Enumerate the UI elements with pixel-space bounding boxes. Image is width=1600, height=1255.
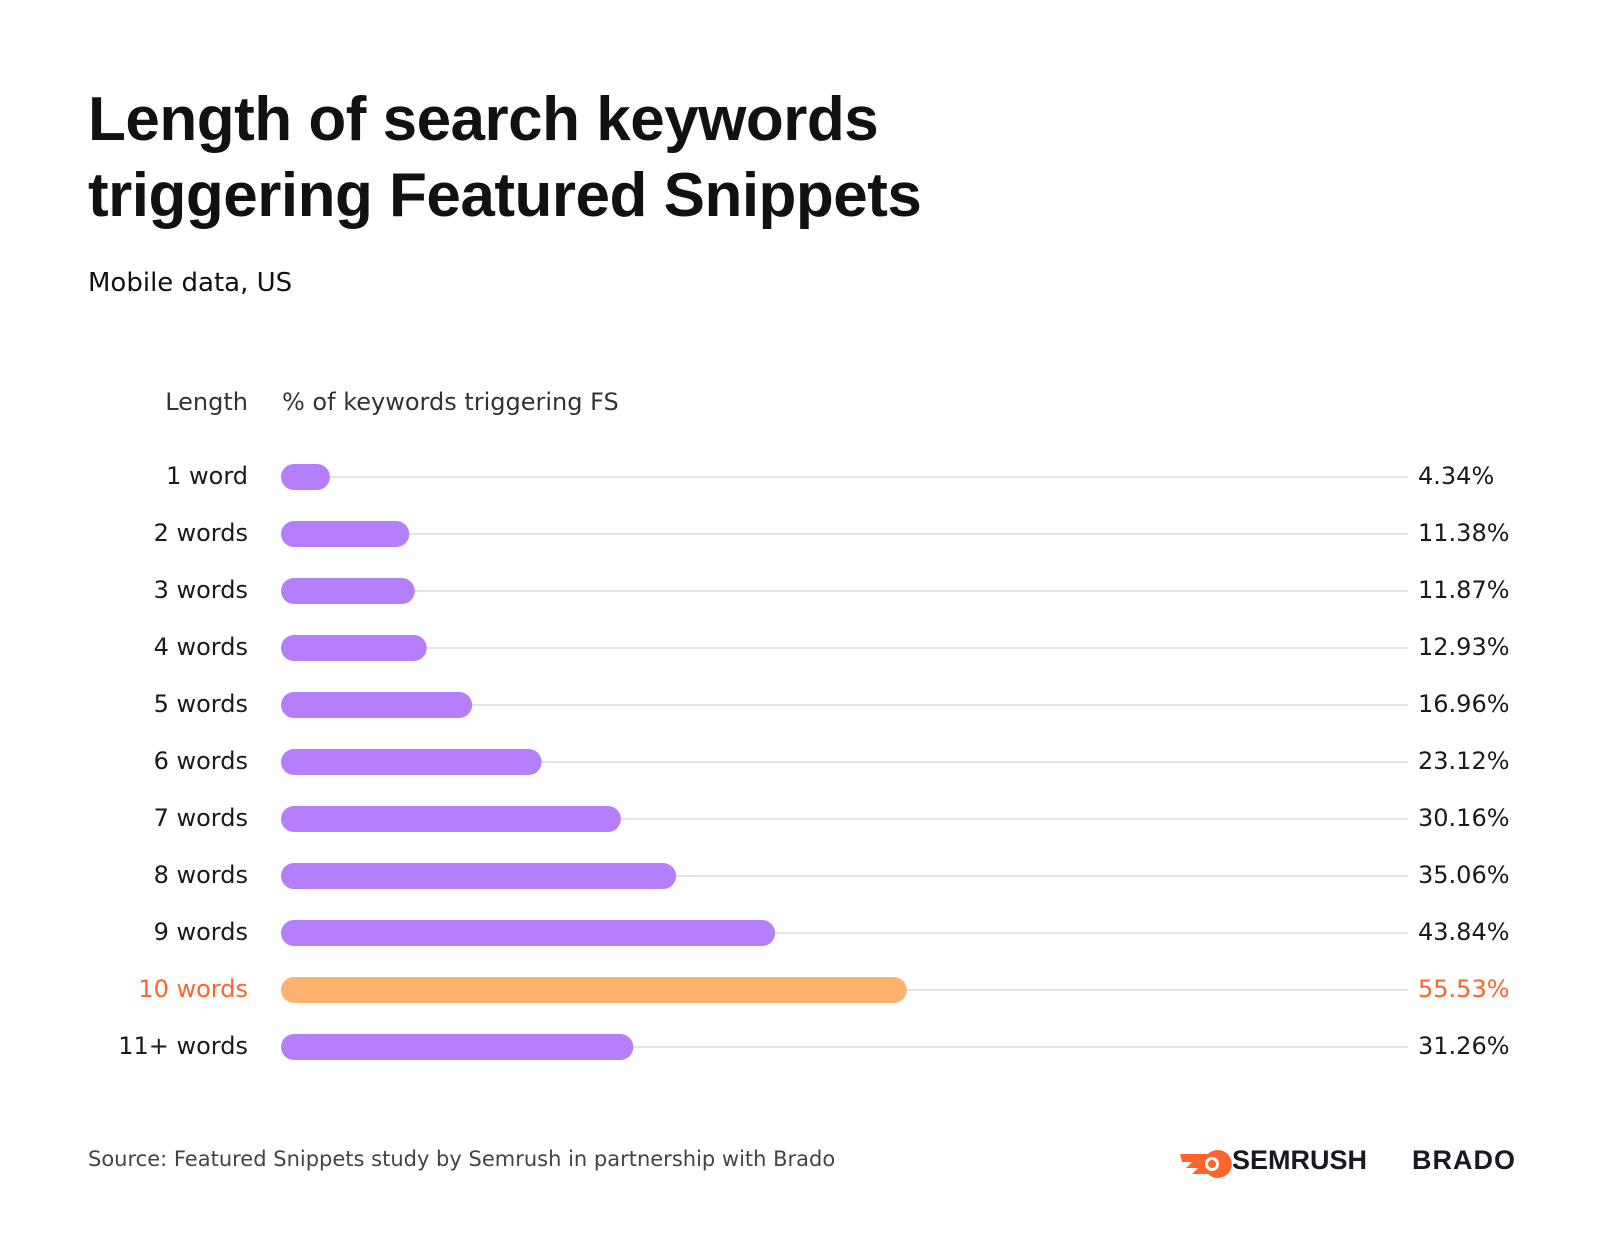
y-tick-label: 11+ words — [118, 1032, 248, 1060]
bar — [281, 1034, 634, 1060]
value-label: 23.12% — [1418, 747, 1510, 775]
y-tick-label: 3 words — [154, 576, 248, 604]
bar — [281, 749, 542, 775]
value-label: 12.93% — [1418, 633, 1510, 661]
source-note: Source: Featured Snippets study by Semru… — [88, 1147, 836, 1171]
y-tick-label: 6 words — [154, 747, 248, 775]
brado-logo: BRADO — [1412, 1145, 1516, 1175]
chart-title: Length of search keywords triggering Fea… — [88, 85, 922, 230]
chart: Length % of keywords triggering FS 1 wor… — [118, 388, 1510, 1060]
value-label: 55.53% — [1418, 975, 1510, 1003]
bar — [281, 578, 415, 604]
value-label: 11.38% — [1418, 519, 1510, 547]
bar — [281, 464, 330, 490]
y-tick-label: 4 words — [154, 633, 248, 661]
value-label: 16.96% — [1418, 690, 1510, 718]
value-label: 11.87% — [1418, 576, 1510, 604]
y-tick-label: 5 words — [154, 690, 248, 718]
y-axis-label: Length — [165, 388, 248, 416]
bar — [281, 920, 776, 946]
y-tick-label: 7 words — [154, 804, 248, 832]
y-tick-label: 2 words — [154, 519, 248, 547]
bar — [281, 521, 410, 547]
bar — [281, 635, 427, 661]
semrush-logo: SEMRUSH — [1232, 1145, 1368, 1175]
semrush-icon — [1180, 1150, 1232, 1178]
bar — [281, 806, 621, 832]
value-label: 30.16% — [1418, 804, 1510, 832]
bar — [281, 977, 907, 1003]
y-tick-label: 9 words — [154, 918, 248, 946]
y-tick-label: 1 word — [166, 462, 248, 490]
value-label: 35.06% — [1418, 861, 1510, 889]
value-label: 43.84% — [1418, 918, 1510, 946]
chart-subtitle: Mobile data, US — [88, 268, 293, 298]
x-axis-label: % of keywords triggering FS — [282, 388, 619, 416]
value-label: 31.26% — [1418, 1032, 1510, 1060]
value-label: 4.34% — [1418, 462, 1494, 490]
y-tick-label: 8 words — [154, 861, 248, 889]
y-tick-label: 10 words — [138, 975, 248, 1003]
bar — [281, 692, 473, 718]
bar — [281, 863, 677, 889]
